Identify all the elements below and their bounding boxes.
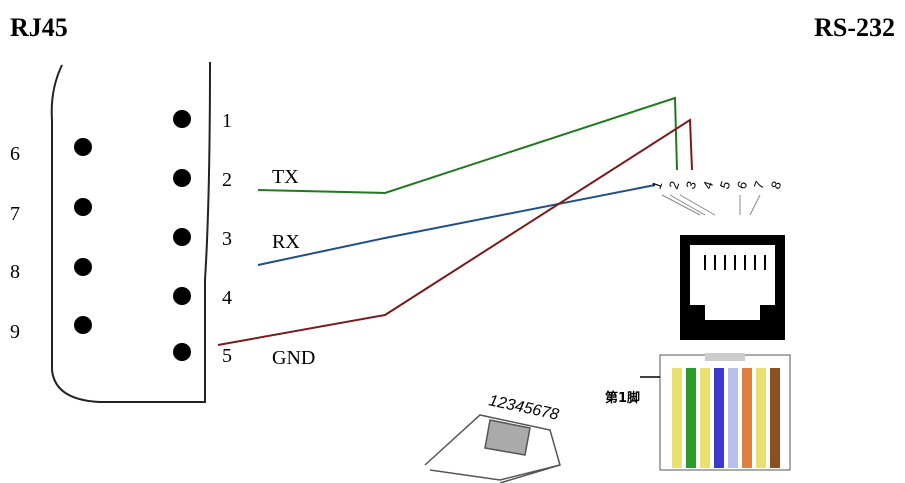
db9-pin-labels: 1 2 3 4 5 6 7 8 9 xyxy=(10,110,232,367)
rj45-pin: 8 xyxy=(768,179,785,191)
pin-label: 2 xyxy=(222,169,232,191)
header-left: RJ45 xyxy=(10,13,68,42)
header-right: RS-232 xyxy=(814,13,895,42)
pin-label: 5 xyxy=(222,345,232,367)
tx-wire xyxy=(257,96,678,195)
rj45-plug-color xyxy=(659,353,791,471)
db9-pins xyxy=(74,110,191,361)
rj45-pin-labels: 1 2 3 4 5 6 7 8 xyxy=(649,179,785,191)
pin-label: 6 xyxy=(10,143,20,165)
rj45-pin: 7 xyxy=(751,179,768,191)
rj45-jack-contacts xyxy=(704,255,766,270)
signal-labels: TX RX GND xyxy=(272,166,315,369)
pin-label: 8 xyxy=(10,261,20,283)
rj45-plug-sketch xyxy=(424,414,561,483)
pin1-label: 第1脚 xyxy=(605,390,640,406)
rj45-pin: 4 xyxy=(700,179,717,191)
gnd-wire xyxy=(217,118,693,346)
pin-label: 4 xyxy=(222,287,232,309)
signal-label: RX xyxy=(272,231,300,253)
signal-label: TX xyxy=(272,166,299,188)
pin-label: 1 xyxy=(222,110,232,132)
rx-wire xyxy=(257,184,656,266)
rj45-jack-opening xyxy=(690,245,775,320)
rj45-pin: 5 xyxy=(717,179,734,191)
rj45-pin: 6 xyxy=(734,179,751,191)
rj45-pin: 3 xyxy=(683,179,700,191)
pin-label: 7 xyxy=(10,203,20,225)
signal-label: GND xyxy=(272,347,315,369)
pin-label: 9 xyxy=(10,321,20,343)
db9-shell xyxy=(50,61,211,403)
rj45-leads xyxy=(661,194,761,216)
rj45-pin: 1 xyxy=(649,179,666,191)
pin-label: 3 xyxy=(222,228,232,250)
rj45-pin: 2 xyxy=(666,179,683,191)
